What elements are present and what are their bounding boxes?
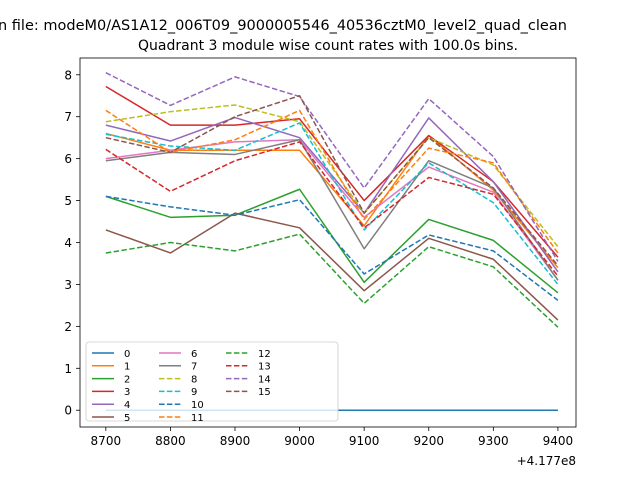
legend-label-15: 15	[258, 387, 271, 398]
x-axis: 8700 8800 8900 9000 9100 9200 9300 9400	[91, 427, 574, 448]
series-line-10	[105, 195, 559, 301]
legend-label-1: 1	[124, 362, 130, 373]
y-tick-label: 1	[64, 362, 72, 376]
legend-label-14: 14	[258, 374, 271, 385]
x-tick-label: 8900	[220, 434, 251, 448]
series-line-9	[105, 122, 559, 285]
legend-label-3: 3	[124, 387, 130, 398]
x-tick-label: 9100	[349, 434, 380, 448]
x-tick-label: 8700	[91, 434, 122, 448]
x-tick-label: 8800	[155, 434, 186, 448]
x-tick-label: 9200	[413, 434, 444, 448]
legend-label-13: 13	[258, 362, 271, 373]
y-tick-label: 8	[64, 68, 72, 82]
legend-label-2: 2	[124, 374, 130, 385]
legend-label-8: 8	[191, 374, 197, 385]
y-tick-label: 4	[64, 236, 72, 250]
legend-label-0: 0	[124, 349, 130, 360]
legend-label-11: 11	[191, 413, 204, 424]
legend-label-6: 6	[191, 349, 197, 360]
legend-label-7: 7	[191, 362, 197, 373]
series-line-6	[105, 139, 559, 281]
series-line-7	[105, 139, 559, 281]
figure-suptitle: n file: modeM0/AS1A12_006T09_9000005546_…	[0, 18, 567, 34]
series-line-11	[105, 109, 559, 254]
x-offset-text: +4.177e8	[517, 454, 576, 468]
x-tick-label: 9300	[478, 434, 509, 448]
y-tick-label: 3	[64, 278, 72, 292]
y-tick-label: 7	[64, 110, 72, 124]
y-tick-label: 5	[64, 194, 72, 208]
legend-label-12: 12	[258, 349, 271, 360]
y-axis: 0 1 2 3 4 5 6 7 8	[64, 68, 80, 418]
legend-box	[85, 341, 339, 422]
legend-label-5: 5	[124, 413, 130, 424]
series-line-14	[105, 72, 559, 262]
series-line-3	[105, 85, 559, 258]
series-line-5	[105, 212, 559, 321]
chart-title: Quadrant 3 module wise count rates with …	[138, 38, 518, 54]
legend-label-10: 10	[191, 400, 204, 411]
series-layer	[105, 72, 559, 411]
series-line-13	[105, 141, 559, 277]
y-tick-label: 6	[64, 152, 72, 166]
legend-label-4: 4	[124, 400, 130, 411]
series-line-15	[105, 94, 559, 267]
y-tick-label: 2	[64, 320, 72, 334]
x-tick-label: 9000	[284, 434, 315, 448]
series-line-12	[105, 233, 559, 328]
legend-label-9: 9	[191, 387, 197, 398]
y-tick-label: 0	[64, 404, 72, 418]
x-tick-label: 9400	[543, 434, 574, 448]
